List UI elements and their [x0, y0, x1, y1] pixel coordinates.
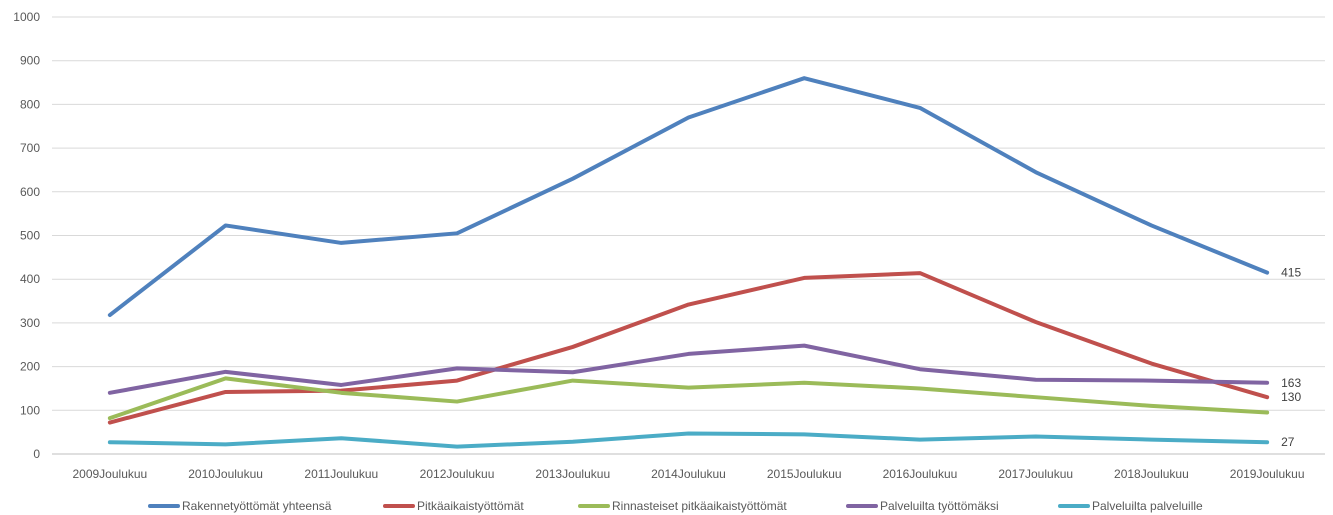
y-tick-label: 0 — [33, 447, 40, 461]
x-tick-label: 2015Joulukuu — [767, 467, 842, 481]
x-tick-label: 2009Joulukuu — [72, 467, 147, 481]
x-tick-label: 2014Joulukuu — [651, 467, 726, 481]
legend: Rakennetyöttömät yhteensä Pitkäaikaistyöt… — [148, 499, 1203, 513]
x-tick-label: 2013Joulukuu — [535, 467, 610, 481]
legend-label: Rinnasteiset pitkäaikaistyöttömät — [612, 499, 787, 513]
y-tick-label: 500 — [20, 229, 40, 243]
legend-item: Rinnasteiset pitkäaikaistyöttömät — [578, 499, 787, 513]
x-tick-label: 2018Joulukuu — [1114, 467, 1189, 481]
y-tick-label: 300 — [20, 316, 40, 330]
y-axis: 0 100 200 300 400 500 600 700 800 900 1000 — [13, 10, 40, 461]
legend-item: Palveluilta työttömäksi — [846, 499, 999, 513]
x-tick-label: 2019Joulukuu — [1230, 467, 1305, 481]
x-tick-label: 2016Joulukuu — [883, 467, 958, 481]
y-tick-label: 200 — [20, 360, 40, 374]
y-tick-label: 700 — [20, 141, 40, 155]
end-data-label: 415 — [1281, 266, 1301, 280]
end-data-label: 163 — [1281, 376, 1301, 390]
series-line — [107, 76, 1270, 318]
legend-item: Rakennetyöttömät yhteensä — [148, 499, 332, 513]
legend-item: Pitkäaikaistyöttömät — [383, 499, 524, 513]
legend-label: Rakennetyöttömät yhteensä — [182, 499, 332, 513]
y-tick-label: 800 — [20, 97, 40, 111]
series-line — [107, 376, 1270, 421]
series-line — [107, 431, 1270, 449]
x-tick-label: 2012Joulukuu — [420, 467, 495, 481]
x-tick-label: 2010Joulukuu — [188, 467, 263, 481]
x-tick-label: 2017Joulukuu — [998, 467, 1073, 481]
x-tick-label: 2011Joulukuu — [304, 467, 378, 481]
end-data-label: 27 — [1281, 435, 1295, 449]
end-data-label: 130 — [1281, 390, 1301, 404]
gridlines — [52, 16, 1325, 455]
legend-label: Palveluilta työttömäksi — [880, 499, 999, 513]
y-tick-label: 600 — [20, 185, 40, 199]
y-tick-label: 900 — [20, 54, 40, 68]
y-tick-label: 1000 — [13, 10, 40, 24]
y-tick-label: 400 — [20, 272, 40, 286]
series-lines — [107, 76, 1270, 449]
series-line — [107, 271, 1270, 425]
legend-label: Pitkäaikaistyöttömät — [417, 499, 524, 513]
legend-item: Palveluilta palveluille — [1058, 499, 1203, 513]
legend-label: Palveluilta palveluille — [1092, 499, 1203, 513]
series-line — [107, 343, 1270, 395]
x-axis: 2009Joulukuu 2010Joulukuu 2011Joulukuu 2012… — [72, 467, 1304, 481]
y-tick-label: 100 — [20, 403, 40, 417]
